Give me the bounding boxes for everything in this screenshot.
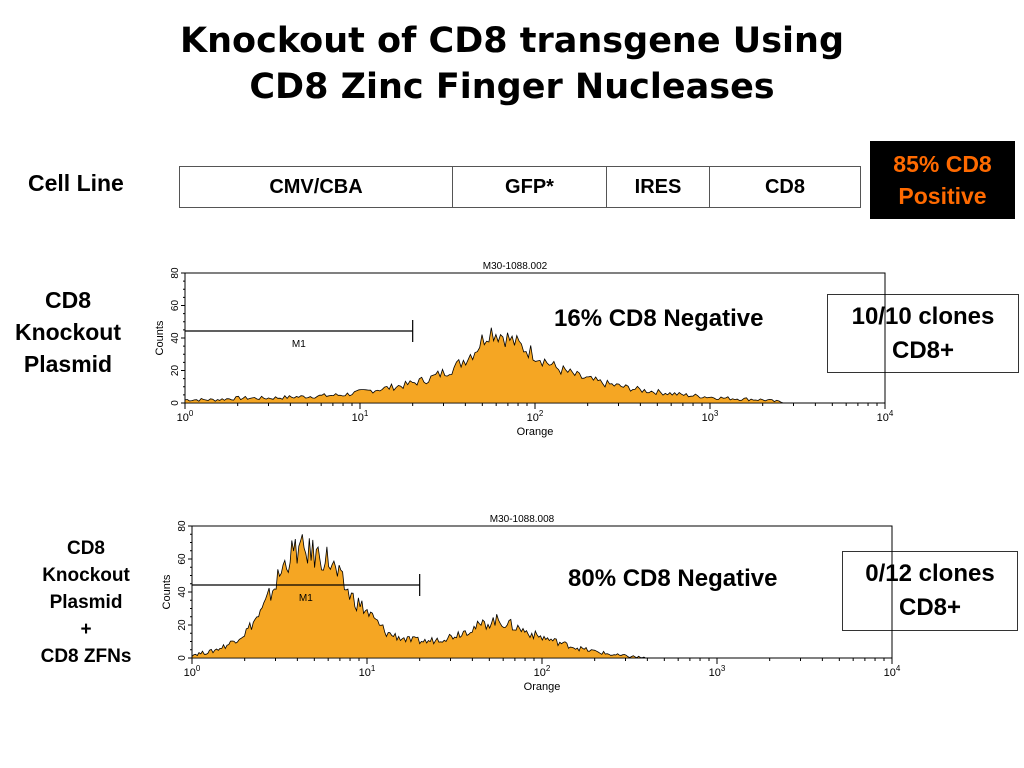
construct-diagram: CMV/CBA GFP* IRES CD8: [179, 166, 861, 208]
panel2-label-line: CD8: [66, 538, 105, 559]
y-tick-label: 0: [170, 400, 181, 406]
segment-cmv-cba: CMV/CBA: [180, 167, 453, 207]
title-line-1: Knockout of CD8 transgene Using: [180, 21, 844, 61]
y-tick-label: 60: [177, 553, 188, 565]
panel2-clones-line-2: CD8+: [898, 594, 962, 621]
x-tick-label: 102: [534, 664, 551, 679]
panel2-label-line: Plasmid: [49, 592, 123, 613]
badge-line-1: 85% CD8: [893, 151, 992, 177]
panel2-clones-line-1: 0/12 clones: [865, 560, 995, 587]
panel2-label-line: CD8 ZFNs: [40, 646, 132, 667]
y-tick-label: 20: [170, 365, 181, 377]
panel1-clones-line-2: CD8+: [891, 336, 955, 364]
histogram-series: [191, 534, 648, 659]
chart-title: M30-1088.002: [483, 261, 548, 272]
y-tick-label: 80: [177, 520, 188, 532]
badge-line-2: Positive: [898, 183, 987, 209]
y-tick-label: 60: [170, 300, 181, 312]
y-axis-label: Counts: [154, 320, 166, 355]
gate-label: M1: [292, 339, 306, 350]
histogram-chart-2: 0 20 40 60 80 100 101 102 103 104 Orange Counts M30-…: [161, 514, 901, 693]
x-tick-label: 100: [177, 409, 194, 424]
cd8-positive-badge: 85% CD8 Positive: [870, 141, 1015, 219]
segment-ires: IRES: [607, 167, 710, 207]
panel2-label-line: +: [80, 619, 92, 640]
x-axis-label: Orange: [517, 426, 554, 438]
panel1-label-line: Knockout: [14, 319, 122, 345]
y-tick-label: 40: [170, 332, 181, 344]
title-line-2: CD8 Zinc Finger Nucleases: [249, 67, 775, 107]
panel1-clones-line-1: 10/10 clones: [851, 302, 995, 330]
y-tick-label: 80: [170, 267, 181, 279]
x-tick-label: 104: [877, 409, 894, 424]
gate-label: M1: [299, 593, 313, 604]
x-tick-label: 104: [884, 664, 901, 679]
histogram-chart-1: 0 20 40 60 80 100 101 102 103 104 Orange Counts M30-…: [154, 261, 894, 438]
y-tick-label: 0: [177, 655, 188, 661]
x-axis-label: Orange: [524, 681, 561, 693]
y-tick-label: 40: [177, 586, 188, 598]
panel1-clones-box: 10/10 clones CD8+: [827, 294, 1019, 373]
panel1-condition-label: CD8 Knockout Plasmid: [0, 284, 136, 380]
panel2-clones-box: 0/12 clones CD8+: [842, 551, 1018, 631]
panel2-condition-label: CD8 Knockout Plasmid + CD8 ZFNs: [22, 535, 150, 670]
x-tick-label: 103: [709, 664, 726, 679]
x-tick-label: 101: [359, 664, 376, 679]
x-tick-label: 102: [527, 409, 544, 424]
histogram-series: [184, 327, 789, 404]
cell-line-label: Cell Line: [28, 170, 124, 196]
chart-title: M30-1088.008: [490, 514, 555, 525]
slide-title: Knockout of CD8 transgene Using CD8 Zinc…: [0, 18, 1024, 110]
panel1-label-line: CD8: [44, 287, 91, 313]
segment-gfp: GFP*: [453, 167, 607, 207]
x-tick-label: 101: [352, 409, 369, 424]
y-axis-label: Counts: [161, 574, 173, 609]
x-tick-label: 100: [184, 664, 201, 679]
panel2-label-line: Knockout: [42, 565, 130, 586]
panel1-label-line: Plasmid: [23, 351, 113, 377]
segment-cd8: CD8: [764, 175, 805, 198]
panel1-result-text: 16% CD8 Negative: [554, 305, 764, 332]
panel2-result-text: 80% CD8 Negative: [568, 565, 778, 592]
x-tick-label: 103: [702, 409, 719, 424]
y-tick-label: 20: [177, 619, 188, 631]
